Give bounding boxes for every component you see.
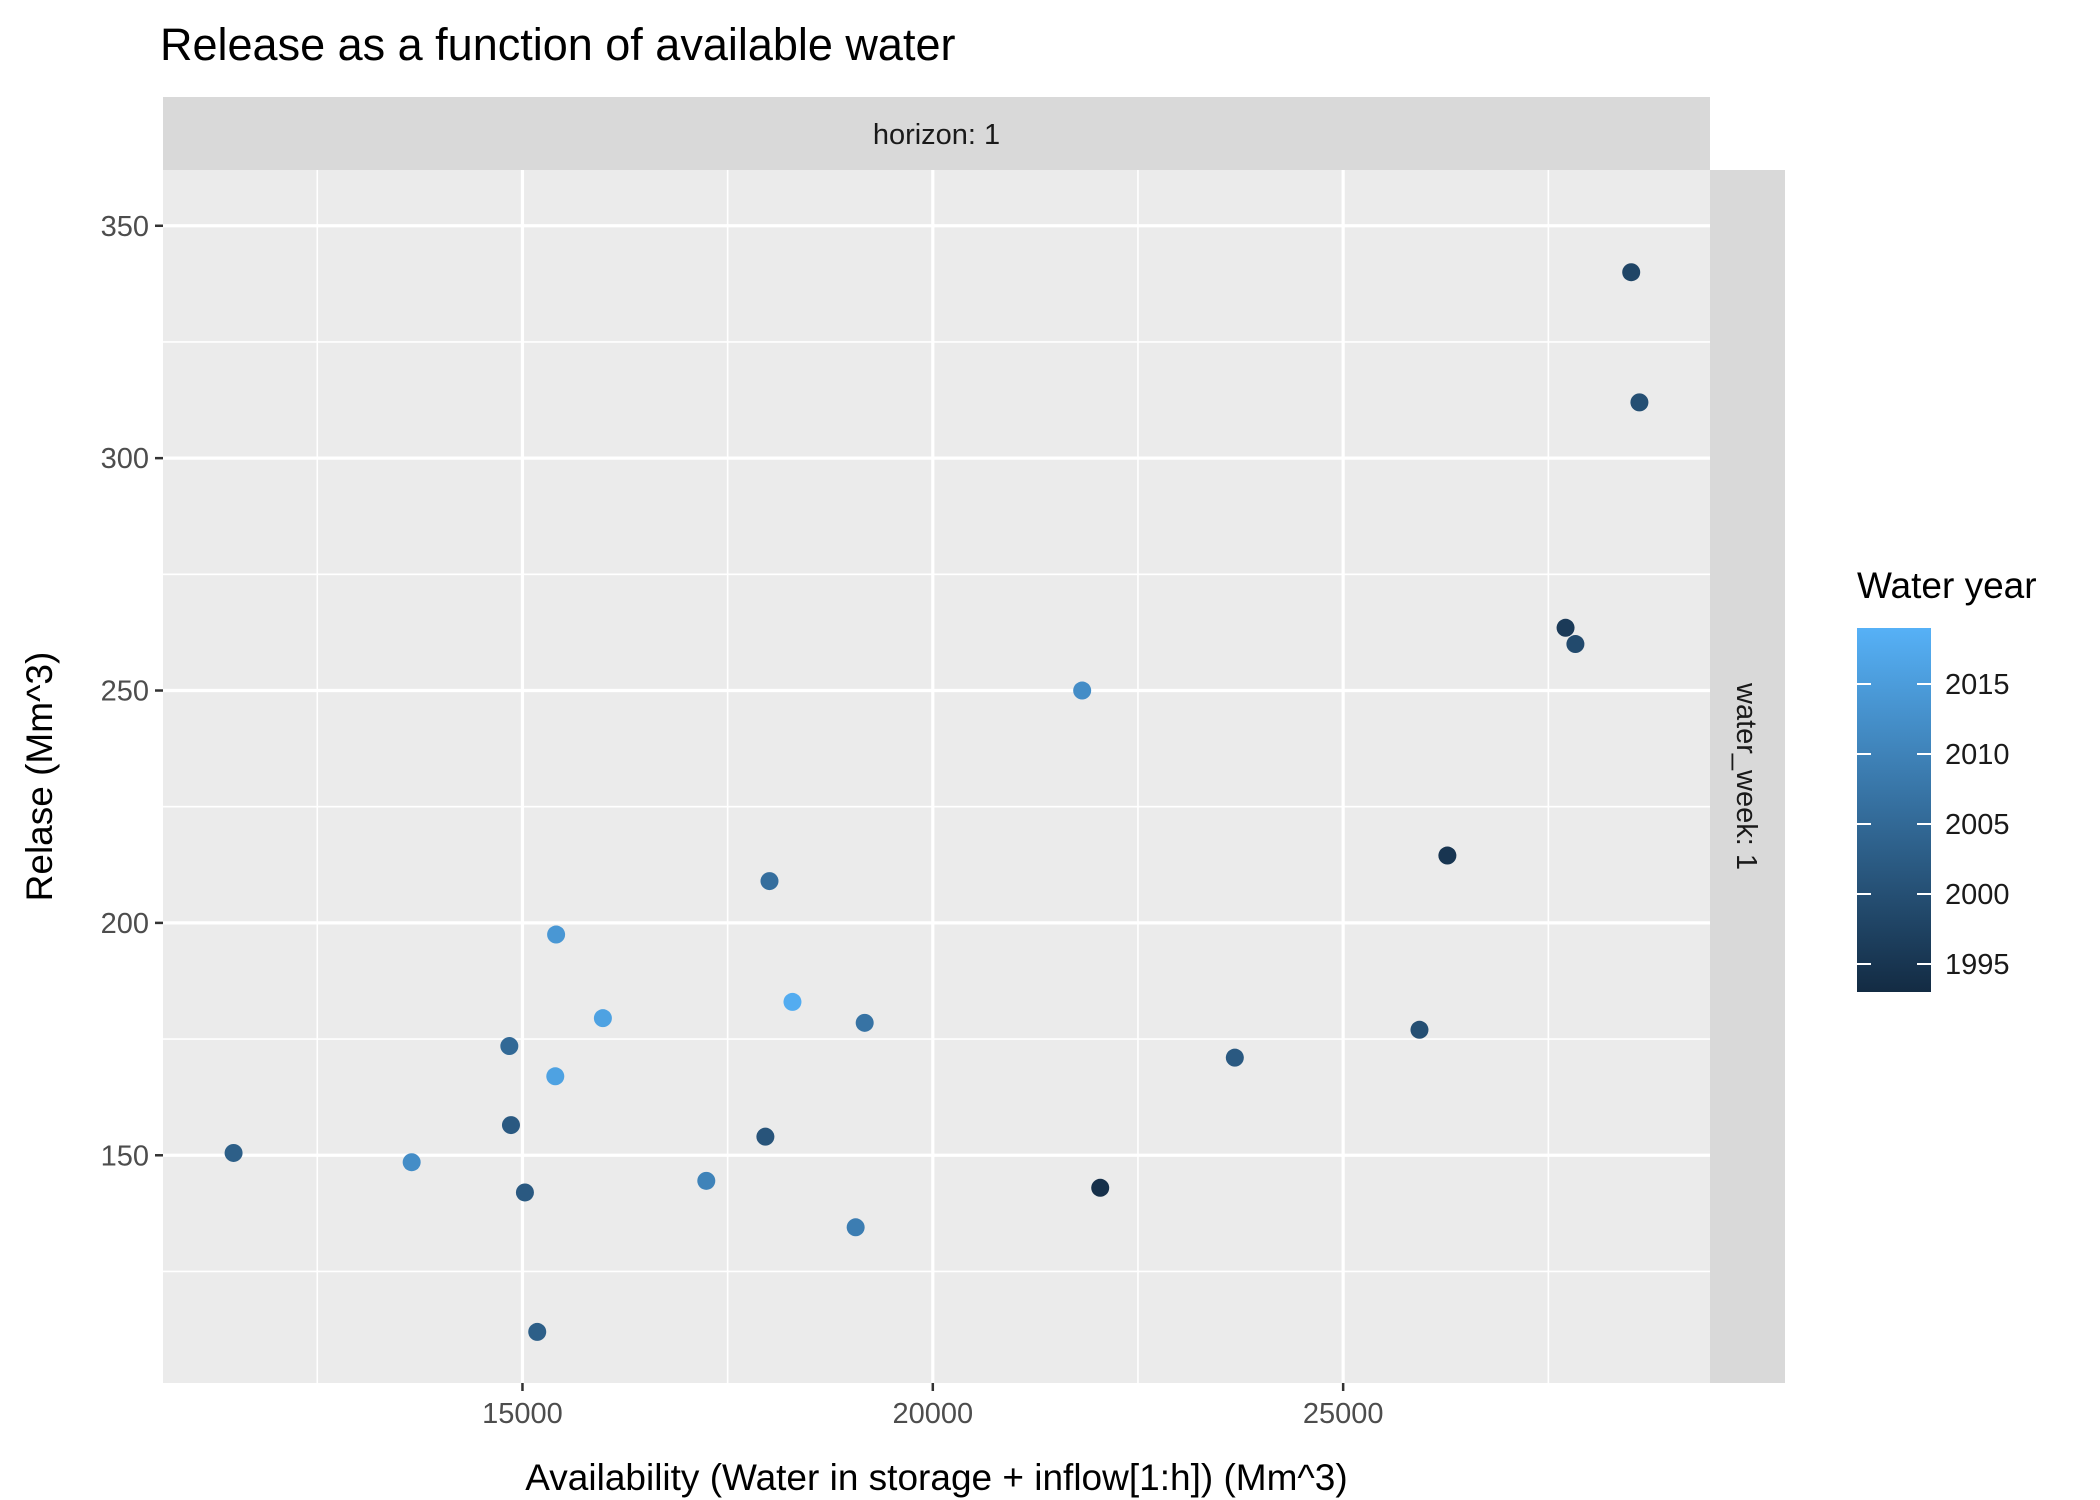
- data-point: [1566, 635, 1585, 654]
- y-axis-label: Relase (Mm^3): [19, 652, 60, 902]
- data-point: [1410, 1020, 1429, 1039]
- axis-ticks: 15000 20000 25000 150 200 250 300 350: [101, 211, 1384, 1430]
- facet-label-right: water_week: 1: [1730, 682, 1762, 870]
- legend-tick-label: 1995: [1945, 949, 2010, 981]
- data-point: [501, 1116, 520, 1135]
- x-axis-label: Availability (Water in storage + inflow[…: [525, 1457, 1347, 1498]
- data-point: [1091, 1178, 1110, 1197]
- data-point: [1438, 846, 1457, 865]
- data-point: [756, 1127, 775, 1146]
- data-point: [697, 1171, 716, 1190]
- legend-tick-label: 2015: [1945, 669, 2010, 701]
- data-point: [1225, 1048, 1244, 1067]
- facet-strip-top: [163, 97, 1710, 170]
- data-point: [515, 1183, 534, 1202]
- data-point: [855, 1013, 874, 1032]
- legend-title: Water year: [1857, 565, 2037, 606]
- data-point: [546, 1067, 565, 1086]
- data-point: [1556, 618, 1575, 637]
- data-point: [783, 992, 802, 1011]
- data-point: [528, 1322, 547, 1341]
- y-tick-label: 200: [101, 908, 149, 940]
- data-point: [1630, 393, 1649, 412]
- y-tick-label: 150: [101, 1140, 149, 1172]
- legend-colorbar: [1857, 628, 1931, 992]
- data-point: [846, 1218, 865, 1237]
- legend: Water year 1995 2000 2005 2010 2015: [1857, 565, 2037, 992]
- data-point: [1622, 263, 1641, 282]
- y-tick-label: 350: [101, 211, 149, 243]
- data-point: [547, 925, 566, 944]
- data-points: [224, 263, 1649, 1341]
- legend-tick-label: 2010: [1945, 739, 2010, 771]
- x-tick-label: 15000: [482, 1398, 563, 1430]
- data-point: [402, 1153, 421, 1172]
- chart-title: Release as a function of available water: [160, 19, 955, 70]
- x-tick-label: 25000: [1303, 1398, 1384, 1430]
- legend-ticks: 1995 2000 2005 2010 2015: [1857, 669, 2010, 981]
- facet-strip-right: [1710, 170, 1785, 1383]
- data-point: [500, 1037, 519, 1056]
- legend-tick-label: 2000: [1945, 879, 2010, 911]
- plot-panel: [163, 170, 1710, 1383]
- y-tick-label: 300: [101, 443, 149, 475]
- facet-label-top: horizon: 1: [873, 119, 1000, 151]
- data-point: [1073, 681, 1092, 700]
- y-tick-label: 250: [101, 676, 149, 708]
- grid-lines: [163, 170, 1710, 1383]
- data-point: [593, 1009, 612, 1028]
- data-point: [760, 872, 779, 891]
- data-point: [224, 1143, 243, 1162]
- x-tick-label: 20000: [892, 1398, 973, 1430]
- legend-tick-label: 2005: [1945, 809, 2010, 841]
